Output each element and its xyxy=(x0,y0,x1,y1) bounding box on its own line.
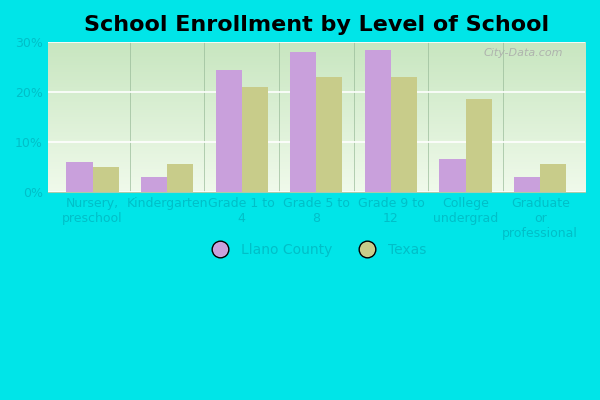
Bar xyxy=(316,77,343,192)
Bar xyxy=(391,77,417,192)
Bar xyxy=(215,70,242,192)
Bar xyxy=(439,159,466,192)
Bar xyxy=(514,177,540,192)
Bar xyxy=(290,52,316,192)
Legend: Llano County, Texas: Llano County, Texas xyxy=(201,238,432,263)
Text: City-Data.com: City-Data.com xyxy=(484,48,563,58)
Bar xyxy=(167,164,193,192)
Bar xyxy=(92,167,119,192)
Bar xyxy=(365,50,391,192)
Title: School Enrollment by Level of School: School Enrollment by Level of School xyxy=(84,15,549,35)
Bar xyxy=(141,177,167,192)
Bar xyxy=(67,162,92,192)
Bar xyxy=(242,87,268,192)
Bar xyxy=(540,164,566,192)
Bar xyxy=(466,100,492,192)
